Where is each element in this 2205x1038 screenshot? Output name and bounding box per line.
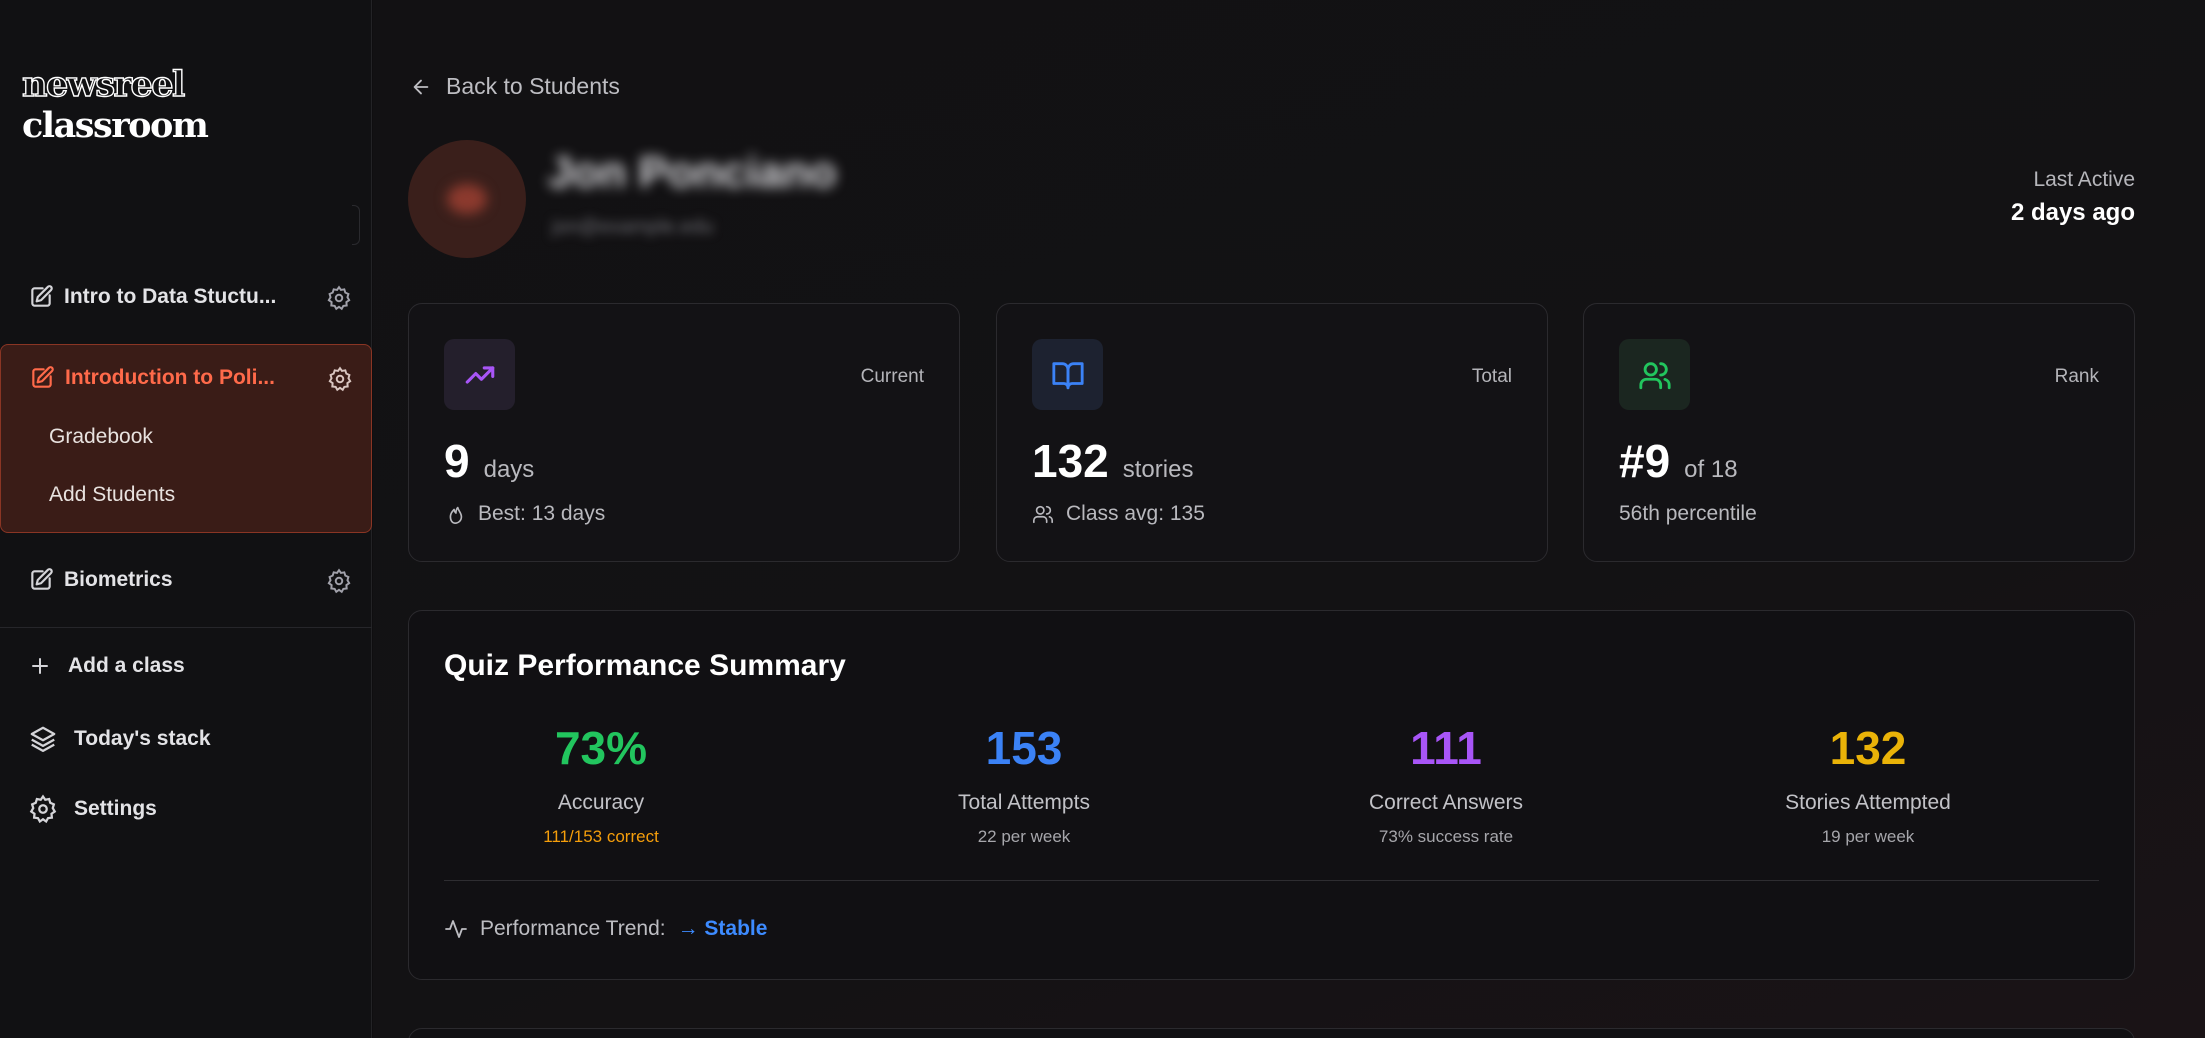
class-settings-gear-icon[interactable] bbox=[327, 366, 353, 392]
plus-icon bbox=[32, 658, 48, 674]
avatar-image bbox=[447, 184, 487, 214]
metric-note: 22 per week bbox=[977, 827, 1071, 846]
sidebar-divider bbox=[0, 627, 372, 628]
metric-value: 132 bbox=[1829, 722, 1907, 774]
sidebar: newsreel classroom Intro to Data Stuctu.… bbox=[0, 0, 372, 1038]
flame-icon bbox=[449, 506, 463, 524]
stories-card: Total 132 stories Class avg: 135 bbox=[996, 303, 1548, 562]
metric-note: 73% success rate bbox=[1378, 827, 1514, 846]
sidebar-class-intro-politics[interactable]: Introduction to Poli... bbox=[1, 353, 371, 403]
card-unit: of 18 bbox=[1684, 456, 1738, 483]
edit-icon bbox=[31, 568, 53, 590]
metric-label: Total Attempts bbox=[958, 791, 1090, 814]
card-sub: 56th percentile bbox=[1619, 502, 1757, 526]
card-value: #9 bbox=[1619, 435, 1671, 487]
logo-part-newsreel: newsreel bbox=[21, 63, 186, 105]
metric-value: 73% bbox=[554, 722, 648, 774]
layers-icon bbox=[30, 726, 56, 752]
rank-icon-box bbox=[1619, 339, 1690, 410]
arrow-left-icon bbox=[413, 79, 429, 94]
card-sub: Class avg: 135 bbox=[1032, 502, 1205, 526]
back-to-students-link[interactable]: Back to Students bbox=[410, 73, 620, 100]
sidebar-class-label: Introduction to Poli... bbox=[65, 366, 275, 389]
settings-label: Settings bbox=[74, 797, 157, 820]
sidebar-class-label: Biometrics bbox=[64, 568, 173, 591]
rank-card: Rank #9 of 18 56th percentile bbox=[1583, 303, 2135, 562]
metric-label: Stories Attempted bbox=[1785, 791, 1951, 814]
back-label: Back to Students bbox=[446, 73, 620, 99]
last-active-value: 2 days ago bbox=[2010, 199, 2135, 226]
todays-stack-label: Today's stack bbox=[74, 727, 211, 750]
activity-icon bbox=[445, 920, 467, 938]
card-corner-label: Total bbox=[1471, 366, 1512, 387]
metric-label: Correct Answers bbox=[1368, 791, 1524, 814]
metric-stories-attempted: 132 Stories Attempted 19 per week bbox=[1658, 721, 2078, 847]
class-settings-gear-icon[interactable] bbox=[326, 568, 352, 594]
edit-icon bbox=[32, 366, 54, 388]
student-email: jon@example.edu bbox=[552, 216, 714, 238]
logo-part-classroom: classroom bbox=[22, 105, 209, 146]
streak-card: Current 9 days Best: 13 days bbox=[408, 303, 960, 562]
metric-note: 19 per week bbox=[1821, 827, 1915, 846]
metric-correct-answers: 111 Correct Answers 73% success rate bbox=[1236, 721, 1656, 847]
card-value-row: 9 days bbox=[444, 434, 534, 488]
users-icon bbox=[1033, 505, 1053, 524]
sidebar-subitem-gradebook[interactable]: Gradebook bbox=[49, 425, 153, 448]
student-name: Jon Ponciano bbox=[548, 148, 837, 197]
edit-icon bbox=[31, 285, 53, 307]
users-icon bbox=[1638, 361, 1671, 389]
add-class-label: Add a class bbox=[68, 654, 185, 677]
card-unit: stories bbox=[1122, 456, 1194, 483]
metric-value: 111 bbox=[1410, 722, 1482, 774]
card-value-row: 132 stories bbox=[1032, 434, 1193, 488]
card-value: 9 bbox=[444, 435, 470, 487]
trending-up-icon bbox=[465, 365, 494, 384]
card-sub-text: 56th percentile bbox=[1619, 502, 1757, 525]
metric-total-attempts: 153 Total Attempts 22 per week bbox=[814, 721, 1234, 847]
streak-icon-box bbox=[444, 339, 515, 410]
quiz-performance-summary: Quiz Performance Summary 73% Accuracy 11… bbox=[408, 610, 2135, 980]
sidebar-class-label: Intro to Data Stuctu... bbox=[64, 285, 277, 308]
class-settings-gear-icon[interactable] bbox=[326, 285, 352, 311]
card-corner-label: Rank bbox=[2054, 366, 2099, 387]
next-section-card bbox=[408, 1028, 2135, 1038]
add-class-button[interactable]: Add a class bbox=[28, 654, 185, 678]
metric-accuracy: 73% Accuracy 111/153 correct bbox=[391, 721, 811, 847]
card-value: 132 bbox=[1032, 435, 1109, 487]
student-avatar bbox=[408, 140, 526, 258]
quiz-title: Quiz Performance Summary bbox=[444, 649, 846, 682]
metric-note: 111/153 correct bbox=[543, 827, 659, 846]
trend-label: Performance Trend: bbox=[480, 917, 666, 940]
last-active-label: Last Active bbox=[2033, 168, 2135, 191]
sidebar-subitem-add-students[interactable]: Add Students bbox=[49, 483, 176, 506]
sidebar-active-class-group: Introduction to Poli... Gradebook Add St… bbox=[0, 344, 372, 533]
card-corner-label: Current bbox=[860, 366, 924, 387]
card-unit: days bbox=[483, 456, 535, 483]
card-value-row: #9 of 18 bbox=[1619, 434, 1738, 488]
metric-label: Accuracy bbox=[557, 791, 645, 814]
sidebar-class-data-structures[interactable]: Intro to Data Stuctu... bbox=[0, 272, 372, 322]
quiz-divider bbox=[444, 880, 2099, 881]
performance-trend: Performance Trend: → Stable bbox=[444, 917, 767, 941]
metric-value: 153 bbox=[985, 722, 1063, 774]
trend-value: → Stable bbox=[677, 917, 768, 940]
card-sub-text: Class avg: 135 bbox=[1066, 502, 1205, 525]
gear-icon bbox=[29, 794, 57, 824]
todays-stack-button[interactable]: Today's stack bbox=[28, 724, 211, 754]
card-sub: Best: 13 days bbox=[444, 502, 605, 526]
book-open-icon bbox=[1051, 361, 1084, 389]
card-sub-text: Best: 13 days bbox=[478, 502, 606, 525]
sidebar-collapsed-field-edge bbox=[352, 205, 360, 245]
sidebar-class-biometrics[interactable]: Biometrics bbox=[0, 555, 372, 605]
app-logo[interactable]: newsreel classroom bbox=[21, 63, 371, 146]
stories-icon-box bbox=[1032, 339, 1103, 410]
settings-button[interactable]: Settings bbox=[28, 794, 157, 824]
